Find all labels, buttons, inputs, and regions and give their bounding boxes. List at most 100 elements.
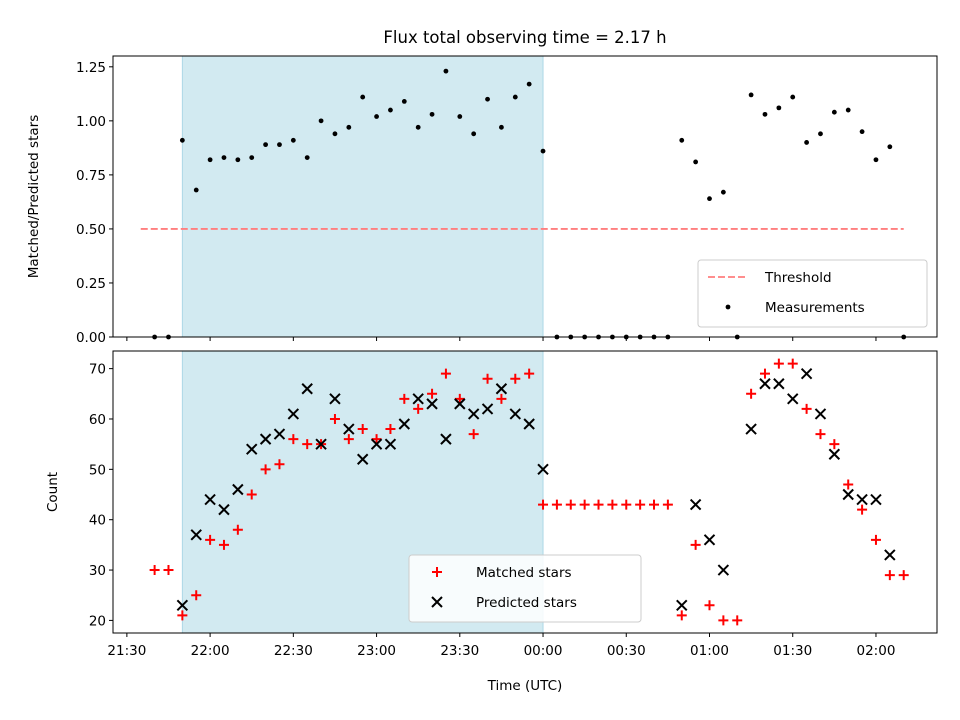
legend-measurement-swatch: [725, 304, 731, 310]
matched-star-point: [357, 424, 368, 435]
x-tick-label: 02:00: [857, 643, 896, 659]
measurement-point: [693, 159, 699, 165]
predicted-star-point: [287, 408, 300, 420]
legend-measurement-label: Measurements: [765, 300, 865, 316]
matched-star-point: [496, 393, 507, 404]
predicted-star-point: [356, 453, 369, 465]
measurement-point: [859, 129, 865, 135]
y-tick-label: 0.00: [76, 330, 106, 346]
x-tick-label: 01:00: [690, 643, 729, 659]
matched-star-point: [510, 373, 521, 384]
y-tick-label: 40: [89, 513, 106, 529]
ratio-panel: 0.00 0.25 0.50 0.75 1.00 1.25 Matched/Predicte…: [26, 55, 938, 346]
measurement-point: [831, 109, 837, 115]
measurement-point: [540, 148, 546, 154]
x-tick-label: 23:00: [357, 643, 396, 659]
measurement-point: [360, 94, 366, 100]
predicted-star-point: [856, 493, 868, 506]
predicted-star-point: [370, 438, 383, 450]
matched-star-point: [801, 403, 812, 414]
predicted-star-point: [481, 403, 494, 415]
measurement-point: [374, 114, 379, 119]
predicted-star-point: [204, 493, 216, 506]
matched-star-point: [704, 600, 715, 611]
predicted-star-point: [246, 443, 258, 455]
matched-star-point: [676, 610, 687, 621]
legend-matched-label: Matched stars: [476, 565, 572, 581]
predicted-star-point: [523, 418, 535, 430]
matched-star-point: [371, 434, 382, 445]
measurement-point: [415, 124, 421, 130]
predicted-star-point: [329, 393, 341, 405]
predicted-star-point: [454, 398, 466, 410]
predicted-star-point: [343, 423, 355, 435]
measurement-point: [485, 96, 490, 102]
measurement-point: [318, 118, 324, 124]
predicted-star-point: [814, 408, 827, 420]
matched-star-point: [413, 403, 424, 414]
plot-frame: [112, 55, 938, 338]
y-axis-label: Matched/Predicted stars: [26, 115, 42, 278]
measurement-point: [499, 124, 504, 130]
matched-star-point: [260, 464, 271, 475]
measurement-point: [818, 131, 823, 137]
matched-star-point: [191, 590, 202, 601]
matched-star-point: [399, 393, 410, 404]
chart-title: Flux total observing time = 2.17 h: [383, 28, 666, 47]
measurement-point: [332, 131, 338, 137]
matched-star-point: [718, 615, 729, 626]
matched-star-point: [427, 388, 438, 399]
y-tick-label: 1.25: [76, 60, 106, 76]
y-tick-label: 60: [89, 412, 106, 428]
legend-predicted-swatch: [431, 596, 443, 608]
matched-star-point: [787, 358, 798, 369]
legend-box: [697, 259, 928, 328]
y-axis-label: Count: [45, 472, 61, 512]
matched-star-point: [746, 388, 757, 399]
measurement-point: [346, 124, 352, 130]
observing-span: [181, 55, 544, 338]
matched-star-point: [607, 499, 618, 510]
matched-star-point: [759, 368, 770, 379]
predicted-star-point: [870, 493, 882, 506]
x-tick-label: 01:30: [773, 643, 812, 659]
measurement-point: [457, 114, 463, 119]
predicted-star-point: [800, 367, 813, 380]
measurement-point: [776, 105, 782, 111]
predicted-star-point: [842, 488, 854, 501]
x-tick-label: 23:30: [440, 643, 479, 659]
predicted-star-point: [190, 529, 202, 541]
measurement-point: [179, 137, 185, 143]
matched-star-point: [329, 413, 340, 424]
predicted-star-point: [689, 498, 702, 511]
predicted-star-point: [440, 433, 452, 445]
y-tick-label: 0.25: [76, 276, 106, 292]
y-tick-label: 70: [89, 362, 106, 378]
y-tick-label: 1.00: [76, 114, 106, 130]
matched-star-point: [857, 504, 868, 515]
matched-star-point: [482, 373, 493, 384]
y-tick-label: 0.50: [76, 222, 106, 238]
predicted-star-point: [412, 393, 424, 405]
measurement-point: [790, 94, 796, 100]
matched-star-point: [565, 499, 576, 510]
predicted-star-point: [273, 428, 286, 440]
predicted-star-point: [176, 599, 189, 612]
measurement-point: [762, 111, 768, 117]
predicted-star-point: [537, 463, 549, 476]
matched-star-point: [579, 499, 590, 510]
matched-star-point: [163, 565, 174, 576]
x-tick-label: 22:00: [191, 643, 230, 659]
measurement-point: [290, 137, 296, 143]
measurement-point: [249, 155, 255, 160]
matched-star-point: [843, 479, 854, 490]
legend-matched-swatch: [432, 567, 442, 577]
predicted-star-point: [384, 438, 397, 450]
matched-star-point: [205, 534, 216, 545]
x-tick-label: 00:30: [607, 643, 646, 659]
matched-star-point: [274, 459, 285, 470]
matched-star-point: [440, 368, 451, 379]
predicted-star-point: [495, 383, 508, 395]
y-tick-label: 20: [89, 613, 106, 629]
